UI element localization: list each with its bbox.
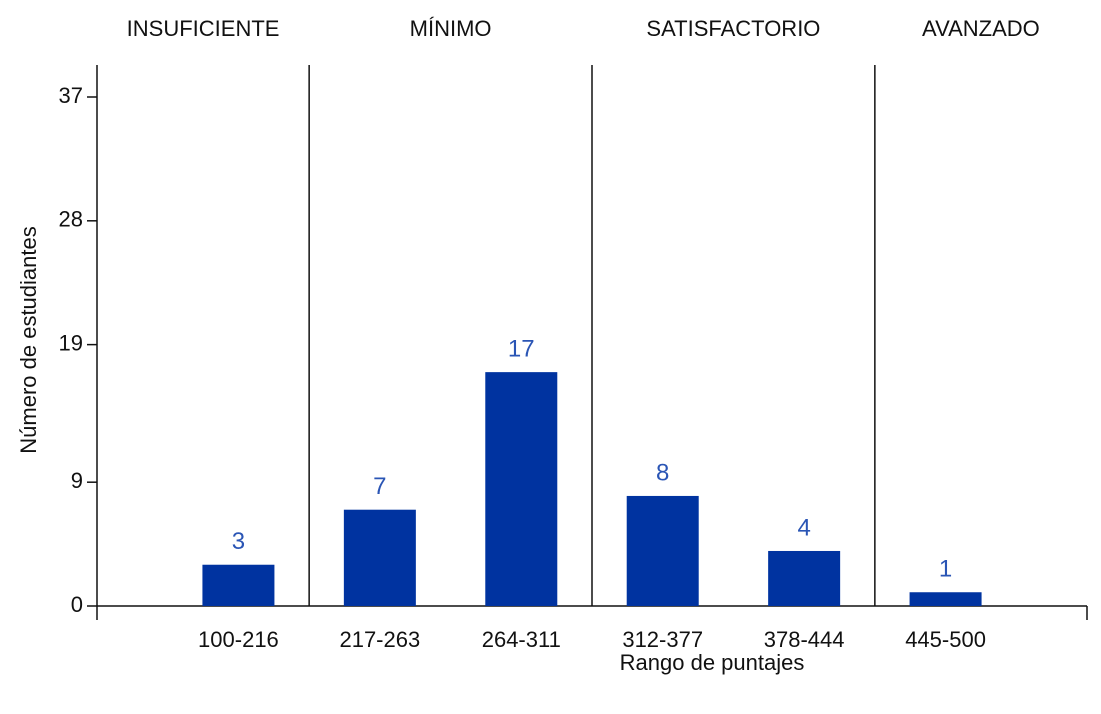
y-tick-label: 9: [71, 468, 83, 493]
value-label: 3: [232, 528, 245, 555]
bar: [626, 495, 699, 606]
bar: [202, 564, 275, 606]
x-tick-label: 312-377: [622, 627, 703, 652]
bar: [485, 372, 558, 606]
region-label: SATISFACTORIO: [646, 16, 820, 41]
region-label: INSUFICIENTE: [127, 16, 280, 41]
y-tick-label: 28: [59, 207, 83, 232]
y-tick-label: 37: [59, 83, 83, 108]
value-label: 4: [797, 514, 810, 541]
x-axis-label: Rango de puntajes: [620, 650, 805, 675]
value-label: 17: [508, 335, 535, 362]
y-tick-label: 0: [71, 592, 83, 617]
x-tick-label: 264-311: [482, 627, 561, 652]
x-tick-label: 100-216: [198, 627, 279, 652]
x-tick-label: 445-500: [905, 627, 986, 652]
region-label: MÍNIMO: [410, 16, 492, 41]
value-label: 7: [373, 473, 386, 500]
region-label: AVANZADO: [922, 16, 1040, 41]
bar: [768, 550, 841, 606]
x-tick-label: 378-444: [764, 627, 845, 652]
value-label: 8: [656, 459, 669, 486]
bar: [343, 509, 416, 606]
y-axis-label: Número de estudiantes: [16, 226, 41, 453]
value-label: 1: [939, 556, 952, 583]
y-tick-label: 19: [59, 330, 83, 355]
bar: [909, 592, 982, 606]
x-tick-label: 217-263: [339, 627, 420, 652]
